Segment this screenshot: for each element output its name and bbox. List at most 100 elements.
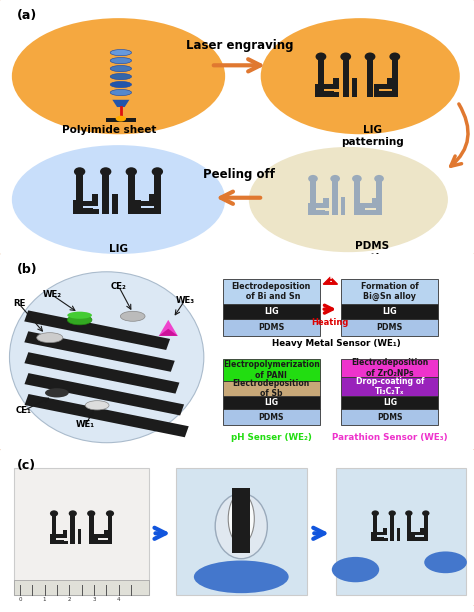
Text: Heating: Heating (312, 318, 349, 327)
Bar (232, 488, 250, 553)
Bar (341, 198, 345, 215)
Bar (352, 78, 357, 97)
Text: (c): (c) (17, 459, 36, 472)
Bar (341, 304, 438, 319)
Text: Heavy Metal Sensor (WE₁): Heavy Metal Sensor (WE₁) (272, 338, 401, 348)
Text: PDMS: PDMS (377, 323, 403, 332)
Bar (308, 203, 325, 207)
Bar (135, 208, 155, 214)
Text: Electropolymerization
of PANI: Electropolymerization of PANI (223, 360, 320, 380)
Bar (89, 514, 93, 544)
Ellipse shape (45, 388, 69, 397)
Text: 4: 4 (117, 597, 120, 602)
Bar (374, 84, 380, 97)
Text: Polyimide sheet: Polyimide sheet (62, 125, 156, 135)
Ellipse shape (120, 312, 145, 321)
Ellipse shape (67, 312, 92, 319)
FancyBboxPatch shape (0, 252, 474, 452)
Ellipse shape (424, 551, 467, 573)
Ellipse shape (12, 145, 225, 254)
Bar (71, 514, 75, 544)
Ellipse shape (69, 510, 77, 517)
FancyBboxPatch shape (14, 468, 149, 595)
Bar (383, 528, 387, 536)
Text: CE₂: CE₂ (110, 282, 127, 291)
Bar (371, 532, 375, 541)
Text: CE₁: CE₁ (16, 406, 32, 415)
Ellipse shape (67, 315, 92, 325)
Bar (332, 179, 338, 215)
Ellipse shape (228, 493, 255, 544)
Text: pH Senser (WE₂): pH Senser (WE₂) (231, 433, 312, 442)
Bar (94, 534, 99, 544)
Bar (149, 194, 155, 206)
Bar (223, 409, 320, 425)
Bar (323, 198, 328, 207)
Ellipse shape (106, 510, 114, 517)
Ellipse shape (116, 116, 126, 122)
Text: Formation of
Bi@Sn alloy: Formation of Bi@Sn alloy (361, 282, 419, 301)
Bar (318, 58, 324, 97)
Text: WE₃: WE₃ (175, 296, 194, 305)
Bar (360, 203, 377, 207)
Ellipse shape (372, 510, 379, 516)
Text: Drop-coating of
Ti₃C₂Tₓ: Drop-coating of Ti₃C₂Tₓ (356, 377, 424, 396)
Bar (308, 203, 313, 215)
Bar (94, 540, 102, 544)
Bar (112, 194, 118, 214)
Bar (310, 179, 316, 215)
Bar (411, 538, 419, 541)
Text: LIG
patterning: LIG patterning (341, 125, 403, 147)
Ellipse shape (316, 53, 326, 61)
Bar (319, 211, 329, 215)
Text: LIG
transferring: LIG transferring (83, 244, 154, 266)
Ellipse shape (340, 53, 351, 61)
Bar (59, 540, 68, 544)
Ellipse shape (110, 50, 131, 56)
Bar (223, 359, 320, 381)
Bar (371, 537, 384, 541)
Text: LIG: LIG (383, 307, 397, 316)
Ellipse shape (9, 272, 204, 442)
Text: LIG: LIG (264, 398, 278, 407)
Bar (128, 173, 135, 214)
Bar (52, 514, 56, 544)
Bar (50, 534, 64, 538)
Text: LIG: LIG (264, 307, 279, 316)
Bar (343, 58, 349, 97)
Bar (367, 58, 373, 97)
Bar (50, 540, 64, 544)
Ellipse shape (390, 53, 400, 61)
Bar (341, 359, 438, 377)
Bar (374, 84, 392, 89)
Bar (25, 394, 189, 437)
Bar (24, 310, 170, 350)
Bar (360, 210, 377, 215)
Bar (341, 409, 438, 425)
Polygon shape (159, 320, 178, 336)
Bar (94, 540, 108, 544)
Bar (387, 78, 392, 89)
Text: RE: RE (13, 299, 25, 308)
Bar (25, 373, 184, 416)
Bar (392, 58, 398, 97)
Ellipse shape (374, 175, 384, 182)
Ellipse shape (37, 333, 63, 343)
Ellipse shape (87, 510, 95, 517)
Ellipse shape (215, 493, 267, 559)
Text: PDMS
coating: PDMS coating (350, 241, 394, 263)
Bar (360, 211, 370, 215)
Ellipse shape (50, 510, 58, 517)
Bar (420, 528, 424, 536)
Bar (315, 91, 334, 97)
Bar (24, 352, 180, 394)
Ellipse shape (389, 510, 396, 516)
FancyBboxPatch shape (0, 448, 474, 608)
FancyBboxPatch shape (176, 468, 307, 595)
Bar (328, 92, 339, 97)
Text: (b): (b) (17, 263, 37, 276)
Bar (380, 538, 388, 541)
Text: 2: 2 (67, 597, 71, 602)
Text: PDMS: PDMS (259, 412, 284, 422)
Bar (223, 381, 320, 396)
